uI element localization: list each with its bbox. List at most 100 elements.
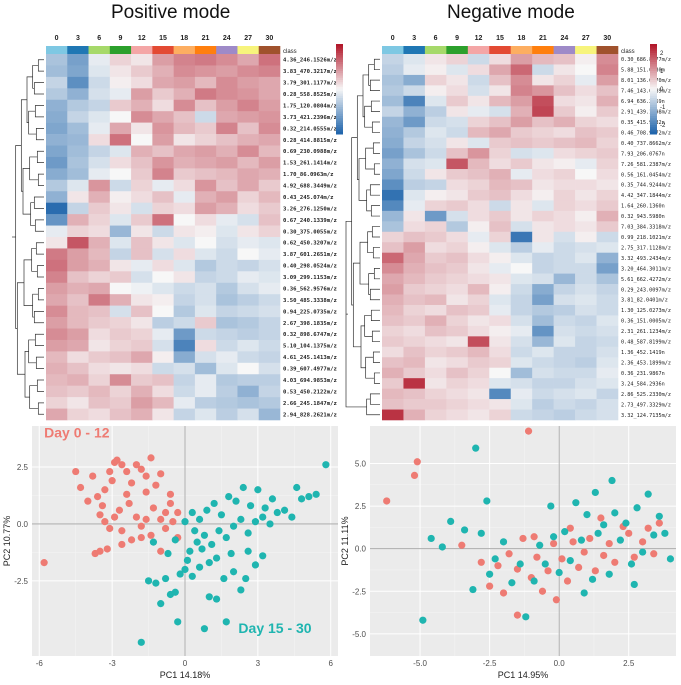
data-point [237, 586, 245, 594]
data-point [254, 486, 262, 494]
heatmap-cell [237, 408, 260, 421]
dendrogram-branch [372, 142, 380, 154]
heatmap-cell [46, 237, 68, 249]
heatmap-cell [109, 214, 132, 226]
dendrogram-branch [37, 288, 44, 301]
data-point [536, 541, 544, 549]
legend-gradient-cell [650, 77, 657, 81]
heatmap-cell [67, 225, 89, 238]
heatmap-cell [131, 54, 153, 66]
heatmap-cell [467, 304, 490, 316]
row-label: 2.94_828.2621m/z [283, 412, 337, 418]
data-point [210, 499, 218, 508]
heatmap-cell [403, 409, 426, 421]
row-label: 2.73_497.3329m/z [621, 402, 671, 408]
heatmap-cell [596, 315, 619, 327]
heatmap-cell [575, 148, 597, 159]
heatmap-cell [88, 225, 111, 238]
data-point [181, 565, 189, 574]
column-label: 27 [582, 35, 590, 42]
heatmap-cell [424, 231, 447, 243]
heatmap-cell [553, 388, 576, 400]
data-point [93, 492, 102, 501]
dendrogram-branch [33, 196, 44, 209]
heatmap-cell [467, 357, 490, 369]
data-point [552, 596, 560, 604]
heatmap-cell [596, 95, 619, 107]
heatmap-cell [194, 65, 217, 78]
heatmap-cell [237, 168, 260, 181]
heatmap-cell [109, 408, 132, 421]
heatmap-cell [237, 374, 260, 386]
heatmap-cell [553, 116, 576, 128]
heatmap-cell [532, 242, 554, 253]
heatmap-cell [553, 409, 576, 421]
heatmap-cell [575, 336, 597, 348]
heatmap-cell [446, 116, 469, 128]
heatmap-cell [131, 65, 153, 78]
dendrogram-branch [373, 58, 380, 71]
dendrogram-branch [35, 356, 44, 369]
heatmap-cell [382, 116, 404, 128]
heatmap-cell [553, 399, 576, 410]
heatmap-cell [596, 148, 619, 159]
row-label: 3.81_82.0401m/z [621, 298, 668, 304]
class-bar-cell [446, 46, 469, 54]
dendrogram-branch [351, 137, 358, 306]
dendrogram-branch [34, 333, 44, 347]
heatmap-cell [152, 179, 174, 192]
heatmap-cell [424, 284, 447, 295]
data-point [125, 499, 133, 508]
row-label: 1.70_86.0963m/z [283, 172, 334, 178]
heatmap-cell [258, 179, 281, 192]
heatmap-cell [67, 191, 89, 203]
heatmap-cell [173, 351, 196, 364]
y-tick-label: 0.0 [17, 520, 29, 529]
heatmap-cell [489, 399, 512, 410]
heatmap-cell [424, 294, 447, 306]
heatmap-cell [237, 397, 260, 409]
heatmap-cell [216, 282, 238, 295]
heatmap-cell [489, 336, 512, 348]
dendrogram-branch [367, 231, 374, 254]
heatmap-cell [489, 95, 512, 107]
row-label: 2.66_245.1847m/z [283, 401, 337, 407]
heatmap-cell [467, 252, 490, 264]
dendrogram-branch [369, 79, 380, 91]
heatmap-cell [46, 88, 68, 101]
legend-gradient-cell [336, 44, 343, 47]
heatmap-cell [46, 134, 68, 146]
heatmap-cell [553, 127, 576, 138]
heatmap-cell [258, 65, 281, 78]
heatmap-cell [467, 64, 490, 76]
legend-gradient-cell [650, 111, 657, 115]
dendrogram-branch [36, 265, 44, 278]
heatmap-cell [575, 137, 597, 149]
heatmap-cell [216, 134, 238, 146]
heatmap-cell [403, 137, 426, 149]
heatmap-cell [446, 169, 469, 180]
heatmap-cell [446, 304, 469, 316]
heatmap-cell [510, 127, 533, 138]
legend-gradient-cell [650, 129, 657, 133]
heatmap-cell [553, 325, 576, 337]
heatmap-cell [489, 378, 512, 389]
heatmap-cell [109, 271, 132, 284]
heatmap-cell [237, 339, 260, 352]
scatter-negative-pca: -5.0 -2.5 0.0 2.5 5.0 2.5 0.0 -2.5 -5.0 PC1 14.95… [340, 426, 676, 680]
heatmap-cell [424, 74, 447, 86]
heatmap-cell [131, 237, 153, 249]
heatmap-cell [424, 399, 447, 410]
row-label: 5.88_151.0730m [621, 68, 665, 74]
legend-gradient-cell [336, 91, 343, 94]
heatmap-cell [446, 127, 469, 138]
legend-tick-label: 2 [660, 51, 664, 57]
legend-gradient-cell [336, 116, 343, 119]
heatmap-cell [131, 99, 153, 112]
heatmap-cell [382, 158, 404, 170]
heatmap-cell [553, 158, 576, 170]
heatmap-cell [467, 273, 490, 285]
heatmap-cell [575, 367, 597, 379]
data-point [84, 497, 92, 505]
row-label: 7.03_384.3318m/z [621, 225, 671, 231]
